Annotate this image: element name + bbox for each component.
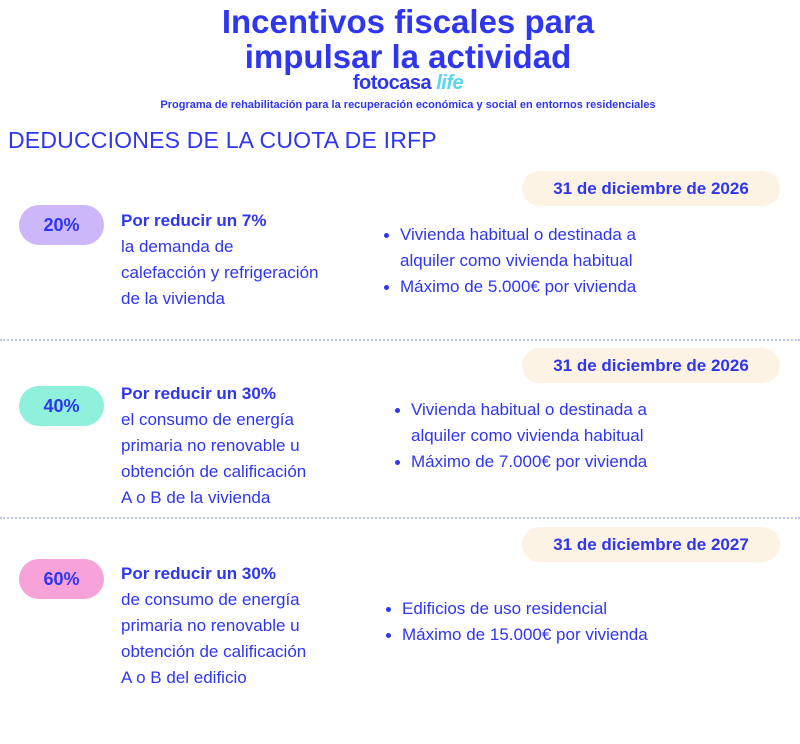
percent-badge-60: 60%	[19, 559, 104, 599]
conditions-list-3: Edificios de uso residencial Máximo de 1…	[386, 596, 648, 648]
conditions-list-2: Vivienda habitual o destinada a alquiler …	[395, 397, 647, 475]
description-line: A o B de la vivienda	[121, 488, 271, 507]
condition-item: Máximo de 15.000€ por vivienda	[386, 622, 648, 648]
condition-item: Máximo de 7.000€ por vivienda	[395, 449, 647, 475]
description-line: obtención de calificación	[121, 642, 307, 661]
condition-item: Edificios de uso residencial	[386, 596, 648, 622]
section-title: DEDUCCIONES DE LA CUOTA DE IRFP	[8, 127, 437, 153]
deadline-badge-1: 31 de diciembre de 2026	[522, 171, 780, 206]
description-line: primaria no renovable u	[121, 436, 300, 455]
description-lead: Por reducir un 7%	[121, 211, 267, 230]
condition-item: Máximo de 5.000€ por vivienda	[384, 274, 636, 300]
brand-accent: life	[436, 72, 464, 94]
percent-badge-40: 40%	[19, 386, 104, 426]
condition-item: Vivienda habitual o destinada a alquiler …	[395, 397, 647, 449]
description-line: el consumo de energía	[121, 410, 294, 429]
subtitle: Programa de rehabilitación para la recup…	[160, 99, 656, 111]
description-line: de la vivienda	[121, 289, 225, 308]
description-line: calefacción y refrigeración	[121, 263, 319, 282]
deduction-description-1: Por reducir un 7% la demanda de calefacc…	[121, 208, 371, 312]
description-line: A o B del edificio	[121, 668, 247, 687]
condition-item: Vivienda habitual o destinada a alquiler …	[384, 222, 636, 274]
description-line: obtención de calificación	[121, 462, 307, 481]
title-line-1: Incentivos fiscales para	[221, 3, 595, 40]
description-line: la demanda de	[121, 237, 234, 256]
page-title: Incentivos fiscales para impulsar la act…	[0, 4, 800, 74]
divider	[0, 339, 800, 341]
description-line: primaria no renovable u	[121, 616, 300, 635]
brand-logo: fotocasa life	[0, 72, 800, 95]
divider	[0, 517, 800, 519]
description-line: de consumo de energía	[121, 590, 300, 609]
description-lead: Por reducir un 30%	[121, 384, 276, 403]
deduction-description-3: Por reducir un 30% de consumo de energía…	[121, 561, 371, 691]
percent-badge-20: 20%	[19, 205, 104, 245]
conditions-list-1: Vivienda habitual o destinada a alquiler …	[384, 222, 636, 300]
title-line-2: impulsar la actividad	[244, 38, 572, 75]
brand-main: fotocasa	[352, 72, 432, 94]
deadline-badge-2: 31 de diciembre de 2026	[522, 348, 780, 383]
deduction-description-2: Por reducir un 30% el consumo de energía…	[121, 381, 371, 511]
deadline-badge-3: 31 de diciembre de 2027	[522, 527, 780, 562]
description-lead: Por reducir un 30%	[121, 564, 276, 583]
